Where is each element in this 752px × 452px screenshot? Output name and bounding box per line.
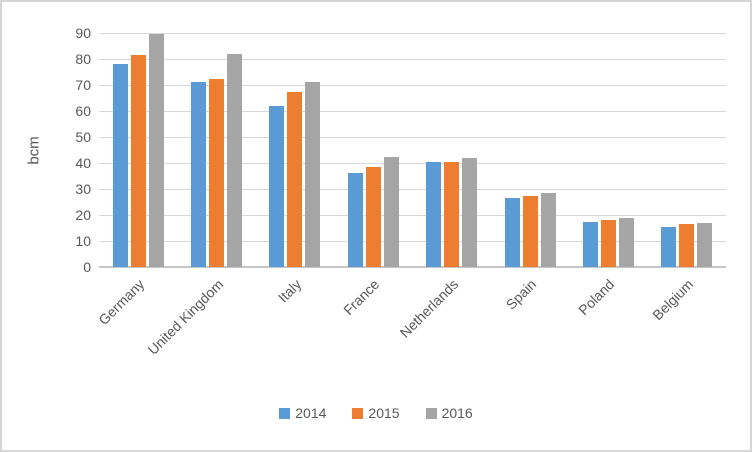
bar-2016-spain [540, 192, 556, 267]
y-tick-label: 20 [75, 207, 91, 223]
bar-2016-united-kingdom [227, 53, 243, 267]
legend-swatch-2016 [425, 407, 437, 419]
gridline [99, 59, 726, 60]
gridline [99, 137, 726, 138]
bar-2015-united-kingdom [209, 78, 225, 267]
legend-swatch-2014 [279, 407, 291, 419]
bar-2016-germany [148, 34, 164, 267]
bar-2014-poland [582, 221, 598, 267]
legend-item-2016: 2016 [425, 405, 473, 421]
gridline [99, 241, 726, 242]
bar-2014-belgium [661, 226, 677, 267]
legend-label-2016: 2016 [441, 405, 473, 421]
y-tick-label: 0 [83, 259, 91, 275]
y-tick-label: 10 [75, 233, 91, 249]
gridline [99, 163, 726, 164]
bar-2014-united-kingdom [191, 82, 207, 267]
bar-2016-netherlands [462, 157, 478, 267]
y-axis-title: bcm [25, 136, 43, 165]
y-tick-label: 50 [75, 129, 91, 145]
bar-2015-netherlands [444, 161, 460, 267]
gridline [99, 189, 726, 190]
gridline [99, 215, 726, 216]
bar-2015-germany [130, 55, 146, 267]
bar-2016-italy [305, 82, 321, 267]
bar-2014-germany [112, 64, 128, 267]
y-tick-label: 70 [75, 77, 91, 93]
x-axis-line [99, 266, 726, 268]
legend-label-2014: 2014 [295, 405, 327, 421]
y-tick-label: 30 [75, 181, 91, 197]
bar-2014-spain [504, 198, 520, 267]
bar-2015-belgium [679, 224, 695, 267]
bar-2014-italy [269, 105, 285, 267]
bar-2016-belgium [697, 222, 713, 267]
gridline [99, 33, 726, 34]
bar-2014-netherlands [426, 161, 442, 267]
legend-item-2014: 2014 [279, 405, 326, 421]
y-tick-label: 60 [75, 103, 91, 119]
bar-2015-italy [287, 91, 303, 267]
legend-item-2015: 2015 [352, 405, 400, 421]
y-tick-label: 80 [75, 51, 91, 67]
bar-2015-france [365, 166, 381, 267]
legend-swatch-2015 [352, 407, 364, 419]
bar-2016-poland [618, 217, 634, 267]
legend: 2014 2015 2016 [2, 405, 750, 421]
gridline [99, 111, 726, 112]
bar-2016-france [383, 156, 399, 267]
gridline [99, 85, 726, 86]
legend-label-2015: 2015 [368, 405, 400, 421]
bar-2014-france [347, 173, 363, 267]
bar-2015-spain [522, 195, 538, 267]
y-tick-label: 40 [75, 155, 91, 171]
y-tick-label: 90 [75, 25, 91, 41]
bar-2015-poland [600, 220, 616, 267]
